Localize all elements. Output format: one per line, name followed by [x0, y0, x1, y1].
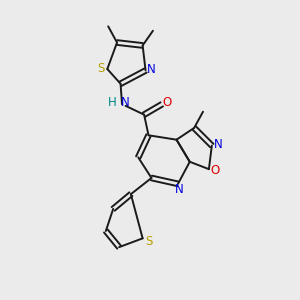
Text: O: O	[211, 164, 220, 177]
Text: N: N	[175, 183, 184, 196]
Text: O: O	[163, 96, 172, 110]
Text: S: S	[146, 235, 153, 248]
Text: N: N	[214, 138, 223, 151]
Text: N: N	[121, 96, 130, 110]
Text: N: N	[146, 62, 155, 76]
Text: S: S	[97, 62, 104, 75]
Text: H: H	[108, 96, 117, 110]
